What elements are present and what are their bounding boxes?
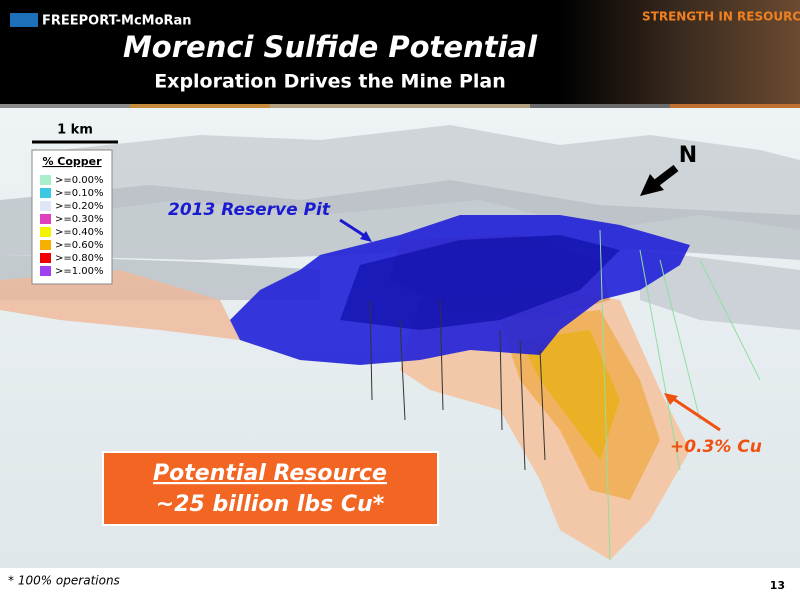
legend-swatch xyxy=(40,253,51,263)
logo-mark xyxy=(10,13,38,27)
drill-holes xyxy=(369,299,546,471)
grade-arrow xyxy=(671,396,721,432)
footer xyxy=(0,568,800,600)
mineral-zone xyxy=(0,270,240,340)
callout-line: Potential Resource xyxy=(153,461,387,486)
callout-box xyxy=(102,451,439,526)
legend-swatch xyxy=(40,188,51,198)
tagline: STRENGTH IN RESOURCES xyxy=(642,10,800,24)
legend-swatch xyxy=(40,227,51,237)
legend-label: >=0.60% xyxy=(55,240,104,251)
stripe xyxy=(270,104,530,108)
mineral-zone xyxy=(520,330,620,460)
header xyxy=(0,0,800,104)
legend-label: >=0.10% xyxy=(55,188,104,199)
stripe xyxy=(530,104,670,108)
north-label: N xyxy=(679,143,697,168)
legend-swatch xyxy=(40,266,51,276)
north-arrow-head xyxy=(640,174,664,196)
subtitle: Exploration Drives the Mine Plan xyxy=(154,71,506,93)
callout-line: ~25 billion lbs Cu* xyxy=(156,492,385,517)
north-arrow xyxy=(652,164,679,188)
logo: FREEPORT-McMoRan xyxy=(42,14,192,29)
stripe xyxy=(130,104,270,108)
grade-label: +0.3% Cu xyxy=(670,437,762,457)
legend-swatch xyxy=(40,214,51,224)
grade-arrow-head xyxy=(664,393,678,405)
legend-label: >=0.20% xyxy=(55,201,104,212)
stripe xyxy=(0,104,130,108)
drill-holes xyxy=(599,229,761,561)
reserve-pit-floor xyxy=(340,235,620,330)
legend-label: >=0.30% xyxy=(55,214,104,225)
title: Morenci Sulfide Potential xyxy=(123,30,538,64)
legend: % Copper >=0.00% >=0.10% >=0.20% >=0.30% >=0… xyxy=(31,149,113,285)
stripe xyxy=(670,104,800,108)
legend-swatch xyxy=(40,240,51,250)
legend-title: % Copper xyxy=(42,155,102,168)
legend-label: >=0.00% xyxy=(55,175,104,186)
legend-swatch xyxy=(40,175,51,185)
legend-label: >=0.80% xyxy=(55,253,104,264)
scale-label: 1 km xyxy=(57,123,93,138)
page-number: 13 xyxy=(770,579,785,592)
legend-label: >=1.00% xyxy=(55,266,104,277)
terrain-layer xyxy=(640,250,800,330)
pit-arrow-head xyxy=(360,231,372,242)
pit-label: 2013 Reserve Pit xyxy=(168,200,331,220)
legend-label: >=0.40% xyxy=(55,227,104,238)
legend-swatch xyxy=(40,201,51,211)
footnote: * 100% operations xyxy=(8,574,120,588)
